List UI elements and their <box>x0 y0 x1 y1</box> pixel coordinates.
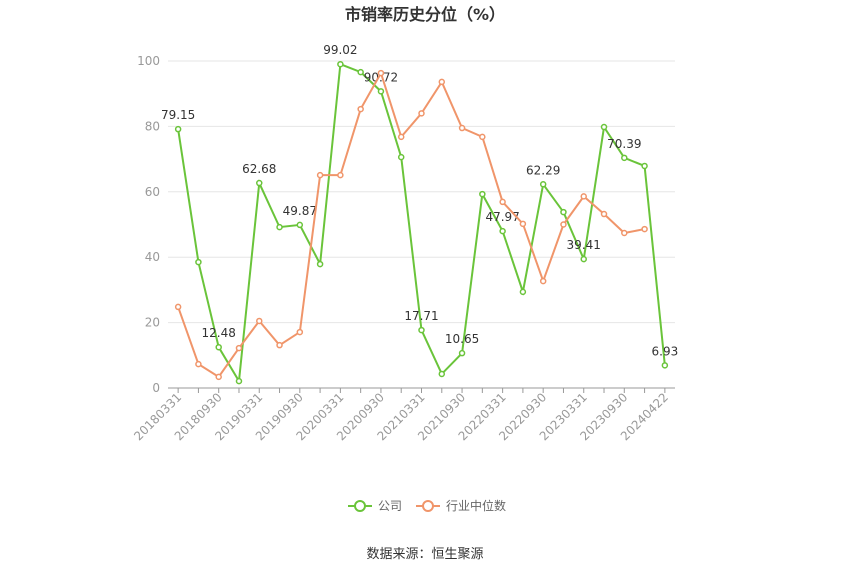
data-label: 6.93 <box>652 344 679 358</box>
data-point <box>580 255 587 263</box>
data-point <box>438 78 446 86</box>
source-note: 数据来源：恒生聚源 <box>366 547 483 562</box>
data-point <box>256 317 263 325</box>
data-point <box>316 171 324 179</box>
y-tick-label: 0 <box>152 381 160 395</box>
data-point <box>357 68 364 76</box>
data-point <box>235 377 243 385</box>
data-point <box>580 193 587 200</box>
series-line <box>177 70 645 379</box>
data-point <box>479 190 486 198</box>
data-point <box>337 171 344 179</box>
y-tick-label: 100 <box>137 54 160 68</box>
data-point <box>235 344 243 352</box>
data-point <box>621 229 628 237</box>
data-point <box>377 88 385 95</box>
data-point <box>357 105 364 113</box>
legend-label: 行业中位数 <box>446 498 506 513</box>
data-point <box>195 360 202 368</box>
data-point <box>539 181 547 188</box>
data-point <box>418 326 425 334</box>
y-tick-label: 20 <box>145 316 160 330</box>
data-label: 62.29 <box>526 163 560 177</box>
data-point <box>276 223 283 231</box>
legend-label: 公司 <box>378 499 402 513</box>
data-point <box>600 123 608 131</box>
data-point <box>276 341 283 349</box>
y-tick-label: 80 <box>145 119 160 133</box>
data-point <box>397 133 405 141</box>
data-label: 17.71 <box>404 309 438 323</box>
data-point <box>499 198 506 206</box>
data-label: 79.15 <box>161 108 195 122</box>
data-point <box>458 124 466 132</box>
data-label: 12.48 <box>202 326 236 340</box>
data-point <box>195 258 202 266</box>
data-point <box>296 221 304 229</box>
data-label: 62.68 <box>242 162 276 176</box>
data-point <box>256 179 263 187</box>
data-point <box>174 303 182 311</box>
data-point <box>641 225 648 233</box>
data-point <box>397 153 405 161</box>
data-point <box>215 343 222 351</box>
data-label: 99.02 <box>323 43 357 57</box>
data-point <box>479 133 486 141</box>
data-point <box>337 60 344 68</box>
data-point <box>499 227 506 235</box>
data-point <box>174 125 182 133</box>
data-point <box>539 277 547 285</box>
data-point <box>438 370 446 378</box>
data-label: 47.97 <box>485 210 519 224</box>
chart-title: 市销率历史分位（%） <box>345 5 505 24</box>
data-point <box>519 220 527 228</box>
data-point <box>377 69 385 77</box>
data-point <box>316 260 324 268</box>
data-point <box>458 349 466 357</box>
data-point <box>418 110 425 117</box>
legend-marker <box>422 500 434 512</box>
data-point <box>621 154 628 162</box>
data-label: 39.41 <box>567 238 601 252</box>
data-label: 10.65 <box>445 332 479 346</box>
data-point <box>215 373 222 381</box>
data-point <box>661 362 669 369</box>
data-point <box>560 221 567 228</box>
data-point <box>519 288 527 296</box>
data-point <box>560 208 567 216</box>
data-point <box>296 328 304 336</box>
y-tick-label: 40 <box>145 250 160 264</box>
data-label: 49.87 <box>283 204 317 218</box>
data-point <box>600 210 608 218</box>
legend-marker <box>354 500 366 512</box>
data-point <box>641 162 648 170</box>
data-label: 70.39 <box>607 137 641 151</box>
y-tick-label: 60 <box>145 185 160 199</box>
data-label: 90.72 <box>364 70 398 84</box>
